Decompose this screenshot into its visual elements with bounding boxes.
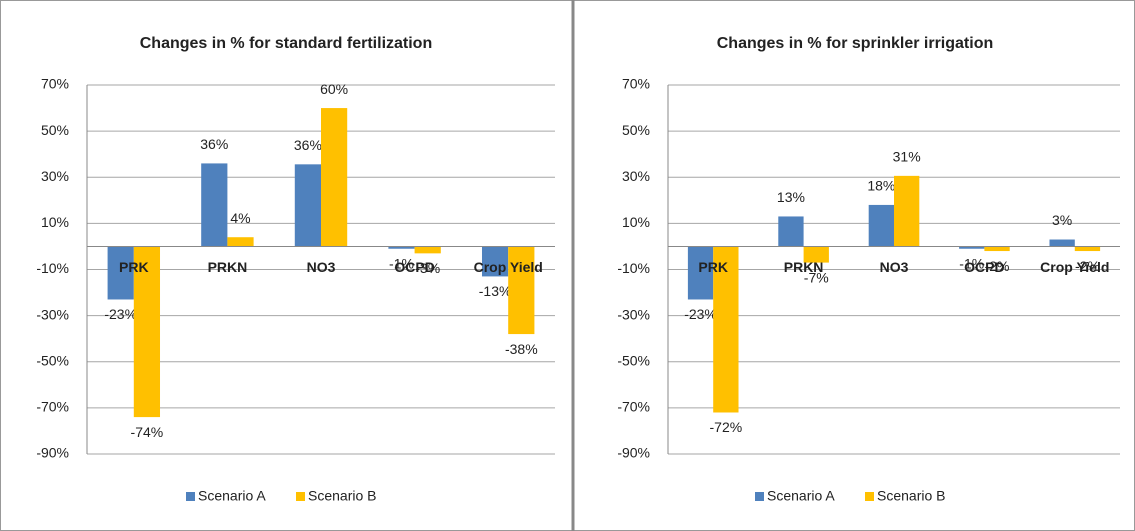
y-tick-label: -90% xyxy=(617,445,650,461)
y-tick-label: 50% xyxy=(622,122,650,138)
bar xyxy=(1074,246,1101,252)
bar xyxy=(687,246,714,300)
y-tick-label: 50% xyxy=(41,122,69,138)
chart-title: Changes in % for sprinkler irrigation xyxy=(717,35,994,52)
data-label: 31% xyxy=(893,149,921,165)
bar xyxy=(481,246,509,277)
bar xyxy=(414,246,441,254)
y-tick-label: -30% xyxy=(617,306,650,322)
legend-swatch xyxy=(296,492,305,501)
bar xyxy=(984,246,1010,252)
data-label: 36% xyxy=(200,136,228,152)
category-label: Crop Yield xyxy=(474,259,543,275)
y-tick-label: -50% xyxy=(36,352,69,368)
bar xyxy=(1049,239,1075,247)
legend-label: Scenario B xyxy=(877,488,945,504)
data-label: -3% xyxy=(415,260,440,276)
data-label: 18% xyxy=(867,178,895,194)
y-tick-label: -10% xyxy=(36,260,69,276)
bar xyxy=(713,246,739,413)
legend-swatch xyxy=(186,492,195,501)
chart-title: Changes in % for standard fertilization xyxy=(140,35,432,52)
y-tick-label: -70% xyxy=(617,399,650,415)
y-tick-label: 70% xyxy=(41,76,69,92)
data-label: -7% xyxy=(804,269,829,285)
bar xyxy=(894,175,920,247)
data-label: 60% xyxy=(320,81,348,97)
y-tick-label: 10% xyxy=(41,214,69,230)
bar xyxy=(321,108,348,247)
legend-label: Scenario A xyxy=(198,488,266,504)
y-tick-label: 10% xyxy=(622,214,650,230)
bar xyxy=(959,246,985,249)
legend-swatch xyxy=(865,492,874,501)
bar xyxy=(388,246,415,249)
category-label: NO3 xyxy=(307,259,336,275)
bar xyxy=(803,246,829,263)
category-label: PRKN xyxy=(208,259,248,275)
category-label: NO3 xyxy=(880,259,909,275)
bar xyxy=(201,163,228,247)
data-label: -74% xyxy=(131,424,164,440)
category-label: OCPD xyxy=(394,259,434,275)
data-label: 13% xyxy=(777,189,805,205)
y-tick-label: -90% xyxy=(36,445,69,461)
category-label: OCPD xyxy=(964,259,1004,275)
data-label: -72% xyxy=(710,419,743,435)
category-label: PRKN xyxy=(784,259,824,275)
data-label: -38% xyxy=(505,341,538,357)
y-tick-label: 30% xyxy=(41,168,69,184)
bar xyxy=(778,216,804,247)
bar xyxy=(868,204,894,247)
y-tick-label: -30% xyxy=(36,306,69,322)
data-label: -2% xyxy=(1075,258,1100,274)
data-label: -1% xyxy=(389,255,414,271)
data-label: 36% xyxy=(294,137,322,153)
bar xyxy=(133,246,161,418)
category-label: Crop Yield xyxy=(1040,259,1109,275)
y-tick-label: 30% xyxy=(622,168,650,184)
bar xyxy=(508,246,535,335)
y-tick-label: 70% xyxy=(622,76,650,92)
category-label: PRK xyxy=(119,259,149,275)
bar xyxy=(107,246,134,300)
bar xyxy=(294,164,321,247)
data-label: 4% xyxy=(230,210,250,226)
y-tick-label: -10% xyxy=(617,260,650,276)
data-label: -23% xyxy=(684,306,717,322)
legend-label: Scenario B xyxy=(308,488,376,504)
data-label: 3% xyxy=(1052,212,1072,228)
y-tick-label: -50% xyxy=(617,352,650,368)
bar xyxy=(227,237,254,247)
data-label: -13% xyxy=(479,283,512,299)
data-label: -23% xyxy=(104,306,137,322)
data-label: -2% xyxy=(985,258,1010,274)
y-tick-label: -70% xyxy=(36,399,69,415)
legend-swatch xyxy=(755,492,764,501)
legend-label: Scenario A xyxy=(767,488,835,504)
category-label: PRK xyxy=(698,259,728,275)
data-label: -1% xyxy=(959,255,984,271)
